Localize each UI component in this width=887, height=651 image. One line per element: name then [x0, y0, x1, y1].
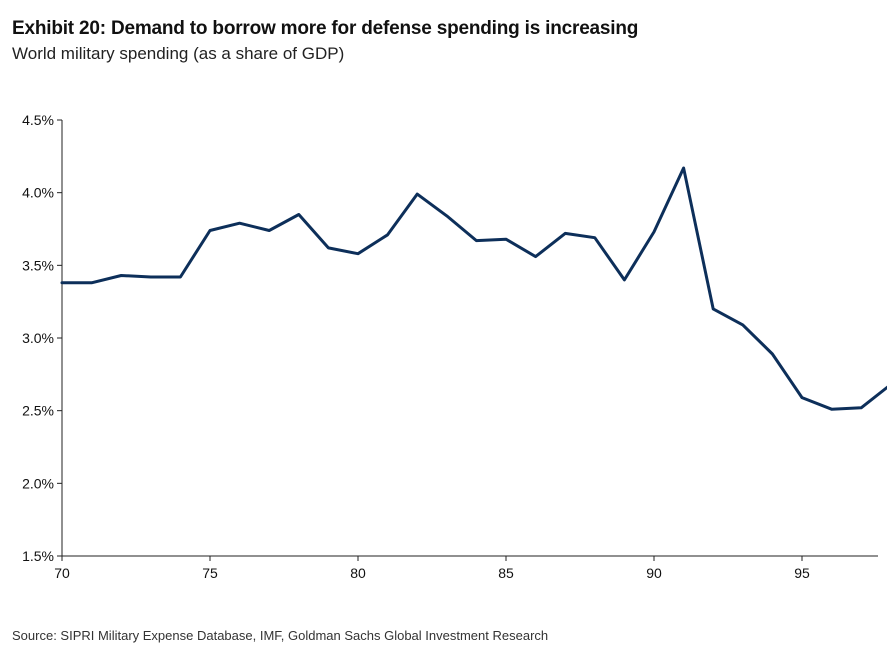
chart-title: Exhibit 20: Demand to borrow more for de… [12, 18, 639, 39]
y-tick-label: 4.5% [22, 112, 54, 128]
source-note: Source: SIPRI Military Expense Database,… [12, 628, 549, 643]
y-tick-label: 3.0% [22, 330, 54, 346]
x-tick-label: 95 [794, 565, 810, 581]
chart-subtitle: World military spending (as a share of G… [12, 44, 345, 63]
x-tick-label: 75 [202, 565, 218, 581]
x-tick-label: 80 [350, 565, 366, 581]
y-tick-label: 4.0% [22, 185, 54, 201]
y-tick-label: 1.5% [22, 548, 54, 564]
x-tick-label: 90 [646, 565, 662, 581]
y-tick-label: 3.5% [22, 257, 54, 273]
series-line [60, 166, 887, 411]
x-tick-label: 70 [54, 565, 70, 581]
x-tick-label: 85 [498, 565, 514, 581]
y-tick-label: 2.5% [22, 403, 54, 419]
y-tick-label: 2.0% [22, 475, 54, 491]
